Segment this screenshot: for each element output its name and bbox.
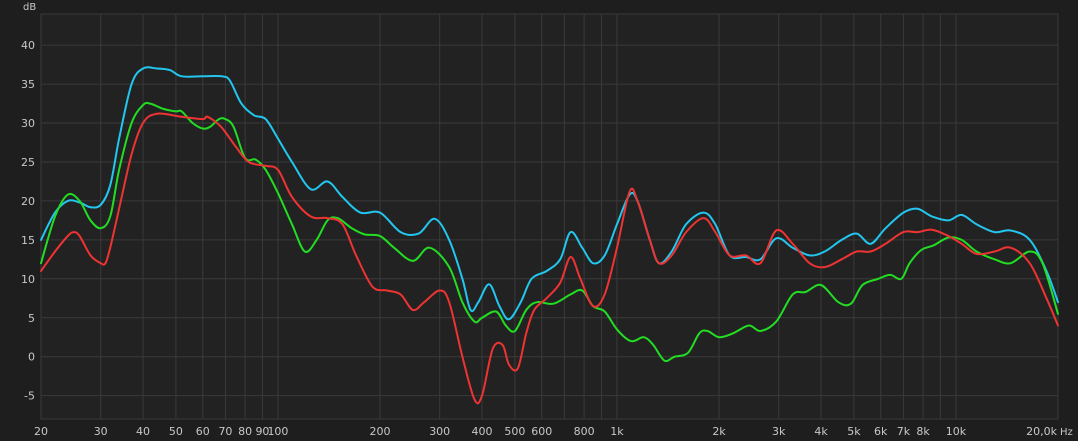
x-tick-label: 1k xyxy=(610,425,624,438)
y-tick-label: 30 xyxy=(21,117,35,130)
x-tick-label: 200 xyxy=(370,425,391,438)
x-tick-label: 10k xyxy=(946,425,967,438)
x-tick-label: 6k xyxy=(874,425,888,438)
x-tick-label: 30 xyxy=(94,425,108,438)
x-tick-label: 90 xyxy=(255,425,269,438)
y-tick-label: 5 xyxy=(28,312,35,325)
plot-area xyxy=(40,13,1059,420)
x-tick-label: 800 xyxy=(574,425,595,438)
x-tick-label: 70 xyxy=(218,425,232,438)
series-line-0 xyxy=(40,66,1059,321)
y-tick-label: 0 xyxy=(28,351,35,364)
x-tick-label: 300 xyxy=(429,425,450,438)
y-tick-label: 10 xyxy=(21,273,35,286)
series-line-1 xyxy=(40,101,1059,363)
y-tick-label: 25 xyxy=(21,156,35,169)
y-tick-label: 15 xyxy=(21,234,35,247)
x-tick-label: 4k xyxy=(814,425,828,438)
x-tick-label: 50 xyxy=(169,425,183,438)
x-tick-label: 20 xyxy=(34,425,48,438)
x-tick-label: 8k xyxy=(916,425,930,438)
x-tick-label: 7k xyxy=(897,425,911,438)
x-tick-label: 60 xyxy=(196,425,210,438)
y-tick-label: -5 xyxy=(24,390,35,403)
y-tick-label: 40 xyxy=(21,39,35,52)
x-tick-label: 2k xyxy=(712,425,726,438)
x-tick-label: 40 xyxy=(136,425,150,438)
x-tick-label: 5k xyxy=(847,425,861,438)
x-tick-label: 600 xyxy=(531,425,552,438)
x-tick-label: 20,0k xyxy=(1026,425,1057,438)
y-tick-label: 20 xyxy=(21,195,35,208)
x-tick-label: 500 xyxy=(504,425,525,438)
series-line-2 xyxy=(40,112,1059,405)
grid xyxy=(40,14,1059,419)
x-tick-label: 400 xyxy=(472,425,493,438)
x-axis-unit: Hz xyxy=(1060,427,1073,438)
y-axis-unit: dB xyxy=(23,2,36,13)
x-tick-label: 3k xyxy=(772,425,786,438)
y-axis-labels: 40 35 30 25 20 15 10 5 0 -5 xyxy=(21,39,35,402)
series-lines xyxy=(40,66,1059,405)
x-tick-label: 100 xyxy=(267,425,288,438)
y-tick-label: 35 xyxy=(21,78,35,91)
x-tick-label: 80 xyxy=(238,425,252,438)
